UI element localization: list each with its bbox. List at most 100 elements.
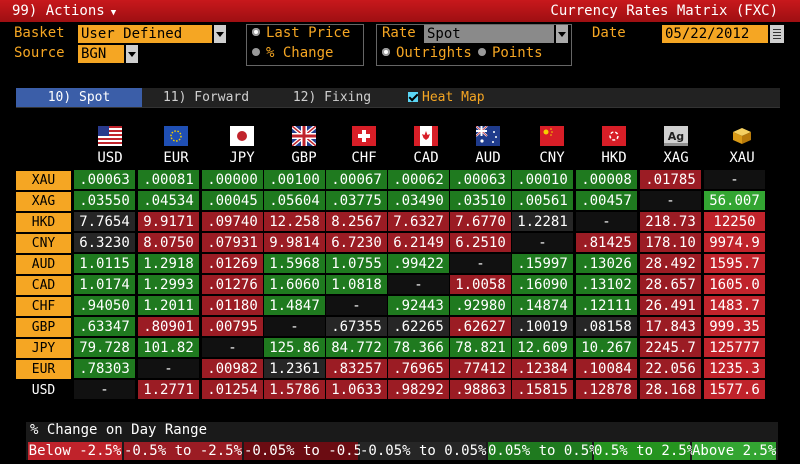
rate-cell[interactable]: 79.728	[74, 338, 136, 358]
rate-cell[interactable]: 7.7654	[74, 212, 136, 232]
rate-cell[interactable]: 1.0633	[326, 380, 388, 400]
rate-cell[interactable]: .00010	[512, 170, 574, 190]
rate-cell[interactable]: 6.2149	[388, 233, 450, 253]
tab-spot[interactable]: 10) Spot	[16, 88, 142, 107]
rate-cell[interactable]: 7.6327	[388, 212, 450, 232]
rate-cell[interactable]: .83257	[326, 359, 388, 379]
tab-forward[interactable]: 11) Forward	[162, 90, 250, 105]
rate-cell[interactable]: .98863	[450, 380, 512, 400]
rate-cell[interactable]: .09740	[202, 212, 264, 232]
date-field[interactable]: 05/22/2012	[662, 25, 768, 43]
rate-cell[interactable]: 1.0818	[326, 275, 388, 295]
rate-cell[interactable]: 1.0755	[326, 254, 388, 274]
rate-cell[interactable]: 1.2281	[512, 212, 574, 232]
rate-cell[interactable]: .01269	[202, 254, 264, 274]
rate-cell[interactable]: -	[326, 296, 388, 316]
rate-cell[interactable]: 26.491	[640, 296, 702, 316]
rate-cell[interactable]: .78303	[74, 359, 136, 379]
rate-cell[interactable]: 78.821	[450, 338, 512, 358]
rate-cell[interactable]: .67355	[326, 317, 388, 337]
rate-cell[interactable]: 6.3230	[74, 233, 136, 253]
calendar-icon[interactable]	[770, 25, 784, 43]
rate-cell[interactable]: .10084	[576, 359, 638, 379]
rate-cell[interactable]: .01276	[202, 275, 264, 295]
rate-cell[interactable]: -	[202, 338, 264, 358]
rate-cell[interactable]: .00062	[388, 170, 450, 190]
rate-cell[interactable]: .03775	[326, 191, 388, 211]
rate-cell[interactable]: 218.73	[640, 212, 702, 232]
rate-cell[interactable]: -	[640, 191, 702, 211]
rate-cell[interactable]: -	[138, 359, 200, 379]
rate-cell[interactable]: 101.82	[138, 338, 200, 358]
rate-cell[interactable]: 1.5968	[264, 254, 326, 274]
rate-cell[interactable]: .01180	[202, 296, 264, 316]
rate-cell[interactable]: -	[704, 170, 766, 190]
rate-cell[interactable]: 1.2918	[138, 254, 200, 274]
rate-cell[interactable]: 17.843	[640, 317, 702, 337]
rate-cell[interactable]: 8.0750	[138, 233, 200, 253]
rate-cell[interactable]: 1235.3	[704, 359, 766, 379]
rate-cell[interactable]: 1.2993	[138, 275, 200, 295]
rate-cell[interactable]: 1483.7	[704, 296, 766, 316]
rate-cell[interactable]: 12250	[704, 212, 766, 232]
rate-cell[interactable]: .12384	[512, 359, 574, 379]
rate-cell[interactable]: -	[388, 275, 450, 295]
rate-cell[interactable]: .00067	[326, 170, 388, 190]
rate-cell[interactable]: 125777	[704, 338, 766, 358]
rate-cell[interactable]: .62265	[388, 317, 450, 337]
rate-cell[interactable]: 1.0174	[74, 275, 136, 295]
rate-cell[interactable]: .00063	[450, 170, 512, 190]
rate-cell[interactable]: .62627	[450, 317, 512, 337]
rate-cell[interactable]: .77412	[450, 359, 512, 379]
rate-cell[interactable]: .01254	[202, 380, 264, 400]
rate-cell[interactable]: 6.2510	[450, 233, 512, 253]
rate-cell[interactable]: .12111	[576, 296, 638, 316]
rate-cell[interactable]: .00100	[264, 170, 326, 190]
rate-cell[interactable]: 28.657	[640, 275, 702, 295]
rate-cell[interactable]: .05604	[264, 191, 326, 211]
rate-cell[interactable]: .15997	[512, 254, 574, 274]
rate-cell[interactable]: 6.7230	[326, 233, 388, 253]
rate-cell[interactable]: .03510	[450, 191, 512, 211]
tab-fixing[interactable]: 12) Fixing	[292, 90, 372, 105]
rate-cell[interactable]: .81425	[576, 233, 638, 253]
rate-cell[interactable]: 12.258	[264, 212, 326, 232]
heat-map-checkbox[interactable]: Heat Map	[408, 88, 518, 107]
rate-cell[interactable]: .00795	[202, 317, 264, 337]
rate-cell[interactable]: 10.267	[576, 338, 638, 358]
rate-dropdown-arrow-icon[interactable]	[556, 25, 568, 43]
rate-cell[interactable]: .10019	[512, 317, 574, 337]
rate-cell[interactable]: .03550	[74, 191, 136, 211]
rate-cell[interactable]: 1605.0	[704, 275, 766, 295]
rate-cell[interactable]: .15815	[512, 380, 574, 400]
rate-cell[interactable]: .92980	[450, 296, 512, 316]
rate-cell[interactable]: 1577.6	[704, 380, 766, 400]
rate-cell[interactable]: -	[450, 254, 512, 274]
rate-cell[interactable]: -	[512, 233, 574, 253]
rate-cell[interactable]: .00561	[512, 191, 574, 211]
rate-cell[interactable]: 7.6770	[450, 212, 512, 232]
rate-cell[interactable]: .14874	[512, 296, 574, 316]
rate-cell[interactable]: 78.366	[388, 338, 450, 358]
rate-cell[interactable]: .00008	[576, 170, 638, 190]
rate-cell[interactable]: 1.6060	[264, 275, 326, 295]
rate-cell[interactable]: .00000	[202, 170, 264, 190]
rate-cell[interactable]: 1.5786	[264, 380, 326, 400]
actions-menu[interactable]: 99) Actions ▼	[12, 3, 116, 19]
rate-cell[interactable]: 1.2361	[264, 359, 326, 379]
rate-cell[interactable]: 28.492	[640, 254, 702, 274]
rate-cell[interactable]: .99422	[388, 254, 450, 274]
rate-cell[interactable]: .00982	[202, 359, 264, 379]
rate-cell[interactable]: .00063	[74, 170, 136, 190]
pct-change-radio[interactable]: % Change	[252, 45, 333, 61]
rate-cell[interactable]: .80901	[138, 317, 200, 337]
rate-cell[interactable]: 1.0058	[450, 275, 512, 295]
rate-cell[interactable]: .76965	[388, 359, 450, 379]
rate-cell[interactable]: 84.772	[326, 338, 388, 358]
rate-cell[interactable]: .16090	[512, 275, 574, 295]
rate-cell[interactable]: 12.609	[512, 338, 574, 358]
rate-cell[interactable]: 1595.7	[704, 254, 766, 274]
rate-cell[interactable]: 9.9814	[264, 233, 326, 253]
rate-cell[interactable]: .08158	[576, 317, 638, 337]
basket-dropdown[interactable]: User Defined	[78, 25, 212, 43]
